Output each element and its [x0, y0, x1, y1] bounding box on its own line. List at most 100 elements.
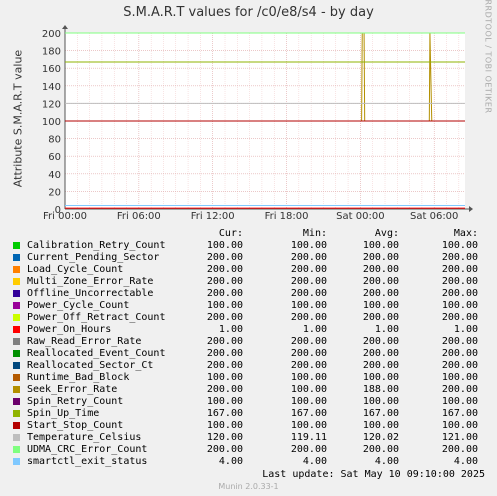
- legend-value: 100.00: [206, 300, 243, 311]
- legend-series-name: Reallocated_Event_Count: [27, 348, 166, 359]
- legend-series-name: Seek_Error_Rate: [27, 384, 118, 395]
- legend-value: 200.00: [290, 276, 327, 287]
- legend-value: 200.00: [206, 348, 243, 359]
- legend-series-name: Temperature_Celsius: [27, 432, 142, 443]
- legend-value: 200.00: [441, 288, 478, 299]
- legend-value: 200.00: [290, 348, 327, 359]
- legend-value: 200.00: [290, 252, 327, 263]
- legend-value: 100.00: [290, 384, 327, 395]
- legend-value: 200.00: [290, 288, 327, 299]
- legend-row: Start_Stop_Count 100.00 100.00 100.00 100.00: [12, 420, 490, 432]
- legend-value: 1.00: [302, 324, 327, 335]
- legend-series-name: Runtime_Bad_Block: [27, 372, 130, 383]
- legend-column-header: Max:: [453, 228, 478, 239]
- legend-value: 121.00: [441, 432, 478, 443]
- legend-value: 200.00: [290, 360, 327, 371]
- legend-series-name: UDMA_CRC_Error_Count: [27, 444, 148, 455]
- legend-value: 100.00: [206, 372, 243, 383]
- legend-value: 1.00: [374, 324, 399, 335]
- legend-value: 4.00: [374, 456, 399, 467]
- legend-table: Cur: Min: Avg: Max: Calibration_Retry_Count 1…: [12, 228, 490, 468]
- legend-value: 200.00: [441, 252, 478, 263]
- munin-version: Munin 2.0.33-1: [218, 482, 279, 491]
- legend-series-name: Offline_Uncorrectable: [27, 288, 154, 299]
- legend-value: 100.00: [206, 396, 243, 407]
- x-tick-label: Sat 00:00: [336, 211, 384, 222]
- legend-value: 200.00: [206, 384, 243, 395]
- legend-value: 167.00: [362, 408, 399, 419]
- legend-value: 200.00: [206, 360, 243, 371]
- legend-value: 100.00: [206, 420, 243, 431]
- legend-value: 100.00: [441, 240, 478, 251]
- x-tick-label: Fri 18:00: [265, 211, 309, 222]
- legend-row: Seek_Error_Rate 200.00 100.00 188.00 200.00: [12, 384, 490, 396]
- y-tick-label: 140: [42, 82, 61, 93]
- legend-swatch: [13, 374, 20, 381]
- legend-value: 200.00: [206, 444, 243, 455]
- legend-series-name: Raw_Read_Error_Rate: [27, 336, 142, 347]
- legend-value: 1.00: [218, 324, 243, 335]
- legend-value: 4.00: [218, 456, 243, 467]
- y-tick-label: 160: [42, 64, 61, 75]
- legend-swatch: [13, 314, 20, 321]
- y-tick-label: 80: [48, 135, 61, 146]
- legend-header: Cur: Min: Avg: Max:: [12, 228, 490, 240]
- legend-value: 100.00: [441, 372, 478, 383]
- legend-row: Power_Cycle_Count 100.00 100.00 100.00 100.0…: [12, 300, 490, 312]
- legend-row: Multi_Zone_Error_Rate 200.00 200.00 200.00 2…: [12, 276, 490, 288]
- x-tick-label: Fri 00:00: [43, 211, 87, 222]
- legend-value: 200.00: [206, 336, 243, 347]
- legend-value: 200.00: [441, 384, 478, 395]
- legend-value: 200.00: [362, 276, 399, 287]
- y-tick-label: 40: [48, 170, 61, 181]
- legend-value: 120.00: [206, 432, 243, 443]
- legend-series-name: Power_Off_Retract_Count: [27, 312, 166, 323]
- legend-value: 200.00: [290, 336, 327, 347]
- y-tick-label: 120: [42, 99, 61, 110]
- legend-value: 100.00: [441, 396, 478, 407]
- legend-row: Raw_Read_Error_Rate 200.00 200.00 200.00 200…: [12, 336, 490, 348]
- legend-value: 100.00: [290, 396, 327, 407]
- x-tick-label: Fri 06:00: [117, 211, 161, 222]
- legend-row: Spin_Retry_Count 100.00 100.00 100.00 100.00: [12, 396, 490, 408]
- y-tick-label: 100: [42, 117, 61, 128]
- legend-value: 167.00: [206, 408, 243, 419]
- legend-swatch: [13, 278, 20, 285]
- legend-row: Power_Off_Retract_Count 200.00 200.00 200.0…: [12, 312, 490, 324]
- y-tick-label: 60: [48, 152, 61, 163]
- legend-series-name: smartctl_exit_status: [27, 456, 148, 467]
- x-tick-label: Sat 06:00: [410, 211, 458, 222]
- legend-value: 100.00: [441, 300, 478, 311]
- legend-value: 200.00: [206, 264, 243, 275]
- legend-series-name: Load_Cycle_Count: [27, 264, 124, 275]
- legend-value: 100.00: [362, 300, 399, 311]
- legend-swatch: [13, 398, 20, 405]
- y-tick-label: 180: [42, 47, 61, 58]
- legend-row: Temperature_Celsius 120.00 119.11 120.02 121…: [12, 432, 490, 444]
- legend-swatch: [13, 458, 20, 465]
- legend-series-name: Start_Stop_Count: [27, 420, 124, 431]
- legend-value: 200.00: [441, 444, 478, 455]
- legend-value: 200.00: [290, 264, 327, 275]
- legend-row: Spin_Up_Time 167.00 167.00 167.00 167.00: [12, 408, 490, 420]
- legend-row: smartctl_exit_status 4.00 4.00 4.00 4.00: [12, 456, 490, 468]
- legend-series-name: Spin_Up_Time: [27, 408, 100, 419]
- legend-value: 200.00: [362, 312, 399, 323]
- legend-value: 119.11: [290, 432, 327, 443]
- legend-series-name: Power_Cycle_Count: [27, 300, 130, 311]
- legend-value: 1.00: [453, 324, 478, 335]
- y-axis-label: Attribute S.M.A.R.T value: [11, 49, 25, 188]
- legend-value: 100.00: [290, 240, 327, 251]
- y-tick-label: 200: [42, 29, 61, 40]
- y-tick-label: 20: [48, 187, 61, 198]
- legend-row: Runtime_Bad_Block 100.00 100.00 100.00 100.0…: [12, 372, 490, 384]
- legend-value: 200.00: [441, 348, 478, 359]
- legend-value: 188.00: [362, 384, 399, 395]
- legend-value: 200.00: [362, 288, 399, 299]
- legend-row: Offline_Uncorrectable 200.00 200.00 200.00 2…: [12, 288, 490, 300]
- legend-series-name: Reallocated_Sector_Ct: [27, 360, 154, 371]
- legend-swatch: [13, 242, 20, 249]
- legend-swatch: [13, 326, 20, 333]
- legend-swatch: [13, 410, 20, 417]
